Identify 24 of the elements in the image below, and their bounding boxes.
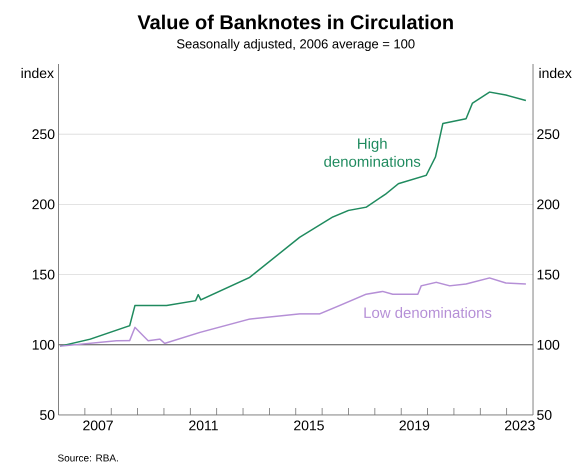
- y2-tick-label: 200: [537, 199, 560, 210]
- y2-tick-label: 250: [537, 129, 560, 140]
- source-note: Source: RBA.: [58, 454, 118, 462]
- y2-tick-label: 150: [538, 270, 560, 280]
- y2-tick-label: 50: [537, 410, 552, 420]
- series-label: High denominations: [324, 138, 420, 167]
- x-tick-label: 2015: [294, 420, 324, 430]
- chart-subtitle: Seasonally adjusted, 2006 average = 100: [176, 38, 415, 52]
- x-tick-label: 2007: [83, 420, 113, 430]
- line-series: [59, 277, 527, 347]
- chart-title: Value of Banknotes in Circulation: [138, 14, 453, 30]
- y-tick-label: 250: [32, 129, 54, 140]
- y-tick-label: 200: [32, 199, 54, 210]
- x-tick-label: 2011: [189, 420, 218, 430]
- x-tick-label: 2019: [400, 420, 430, 430]
- y-tick-label: 100: [32, 340, 54, 350]
- line-series: [59, 91, 527, 347]
- y-tick-label: 50: [40, 410, 54, 420]
- y-tick-label: 150: [32, 270, 54, 280]
- y2-axis-title: index: [539, 68, 572, 78]
- y-axis-title: index: [22, 68, 54, 78]
- series-label: Low denominations: [364, 307, 492, 318]
- y2-tick-label: 100: [538, 340, 560, 350]
- x-tick-label: 2023: [505, 420, 535, 430]
